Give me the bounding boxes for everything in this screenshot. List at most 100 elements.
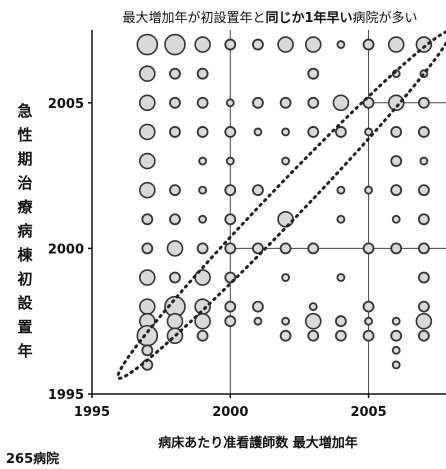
data-point-77: [336, 273, 346, 282]
data-point-72: [139, 269, 156, 286]
data-point-57: [224, 213, 237, 226]
data-point-0: [136, 33, 159, 56]
data-point-31: [224, 126, 237, 138]
data-point-85: [362, 300, 375, 313]
data-point-83: [252, 300, 264, 313]
data-point-13: [196, 67, 209, 80]
y-axis-title-char-1: 性: [17, 126, 32, 144]
data-point-33: [281, 127, 290, 137]
data-point-34: [307, 126, 320, 138]
data-point-21: [252, 96, 264, 109]
data-point-43: [390, 155, 403, 167]
data-point-5: [277, 36, 294, 53]
data-point-105: [390, 329, 403, 342]
data-point-19: [196, 96, 209, 109]
data-point-108: [391, 345, 401, 355]
data-point-107: [141, 344, 154, 357]
data-point-52: [390, 184, 403, 197]
x-tick-label-1995: 1995: [74, 405, 110, 420]
y-axis-title-char-6: 棟: [17, 246, 33, 264]
data-point-14: [307, 67, 320, 80]
data-point-73: [169, 271, 181, 284]
title-segment-0: 最大増加年が初設置年と: [122, 10, 265, 26]
data-point-12: [169, 67, 181, 80]
x-tick-label-2005: 2005: [350, 405, 386, 420]
data-point-37: [390, 126, 403, 138]
y-axis-title-char-5: 病: [17, 222, 32, 240]
data-point-30: [196, 126, 209, 138]
data-point-18: [169, 96, 181, 109]
y-tick-label-1995: 1995: [48, 388, 84, 403]
data-point-38: [417, 126, 430, 138]
data-point-86: [417, 300, 430, 313]
data-point-24: [332, 94, 350, 112]
data-point-29: [169, 126, 181, 138]
data-point-6: [304, 36, 322, 53]
data-point-28: [139, 123, 156, 141]
data-point-70: [390, 242, 403, 255]
data-point-41: [225, 156, 235, 166]
data-point-40: [198, 156, 208, 166]
data-point-94: [335, 315, 347, 328]
data-point-64: [196, 242, 209, 255]
data-point-20: [225, 98, 235, 108]
data-point-51: [364, 185, 373, 195]
chart-title: 最大増加年が初設置年と同じか1年早い病院が多い: [122, 10, 417, 26]
data-point-110: [391, 360, 401, 370]
x-axis-title: 病床あたり准看護師数 最大増加年: [158, 435, 358, 451]
data-point-62: [141, 242, 154, 255]
data-point-63: [166, 240, 184, 257]
y-axis-title-char-3: 治: [17, 174, 32, 192]
data-point-2: [194, 36, 211, 53]
data-point-89: [194, 312, 211, 330]
x-tick-label-2000: 2000: [212, 405, 248, 420]
y-axis-title-char-0: 急: [17, 102, 32, 120]
plot-area: 1995 2000 2005 1995 2000 2005: [48, 29, 446, 420]
data-point-42: [281, 156, 290, 166]
data-point-54: [141, 213, 154, 226]
data-point-44: [419, 156, 429, 166]
data-point-104: [362, 329, 375, 342]
data-point-88: [166, 312, 184, 330]
data-point-100: [196, 329, 209, 342]
data-point-10: [415, 36, 433, 53]
y-tick-label-2000: 2000: [48, 242, 84, 257]
data-point-9: [387, 36, 405, 53]
data-point-35: [335, 126, 347, 138]
data-point-68: [307, 242, 320, 255]
data-point-45: [139, 181, 156, 199]
data-point-53: [417, 184, 430, 197]
data-point-56: [198, 214, 208, 224]
data-point-97: [415, 312, 433, 330]
data-point-96: [391, 316, 401, 326]
data-point-61: [417, 213, 430, 226]
data-point-4: [252, 38, 264, 51]
data-point-60: [391, 214, 401, 224]
data-point-76: [281, 273, 290, 282]
data-point-93: [304, 312, 322, 330]
data-point-26: [387, 94, 405, 112]
data-point-92: [281, 316, 290, 326]
y-axis-title-char-10: 年: [17, 342, 32, 360]
data-point-71: [417, 242, 430, 255]
sample-size-footnote: 265病院: [6, 451, 59, 467]
data-point-17: [139, 94, 156, 112]
y-axis-title-char-8: 設: [17, 294, 33, 312]
data-point-8: [362, 38, 375, 51]
title-segment-1: 同じか1年早い: [265, 10, 352, 26]
data-point-102: [307, 329, 320, 342]
data-point-23: [307, 96, 320, 109]
data-point-48: [224, 184, 237, 197]
data-point-1: [164, 33, 186, 56]
data-point-47: [198, 185, 208, 195]
data-point-58: [277, 210, 294, 228]
data-point-50: [336, 185, 346, 195]
data-point-7: [336, 40, 346, 49]
y-axis-title-char-9: 置: [17, 318, 32, 336]
data-point-91: [253, 316, 263, 326]
data-point-69: [362, 242, 375, 255]
data-point-66: [252, 242, 264, 255]
data-point-95: [364, 316, 373, 326]
